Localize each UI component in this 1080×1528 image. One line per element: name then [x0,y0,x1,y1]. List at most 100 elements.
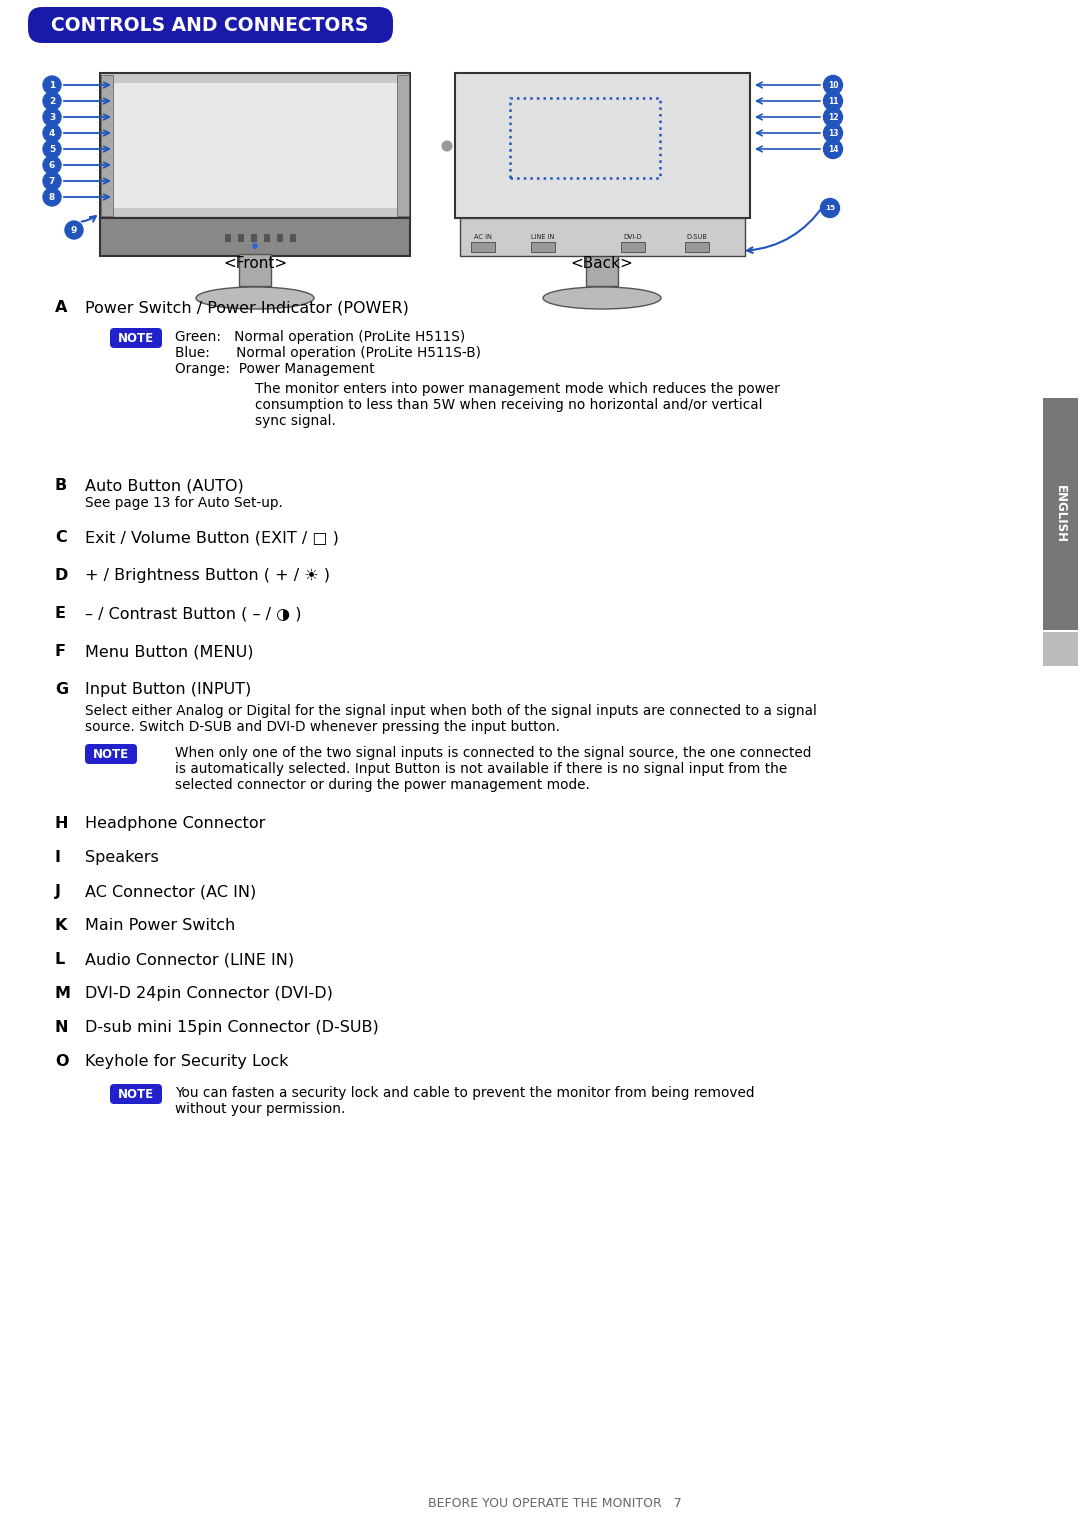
Text: CONTROLS AND CONNECTORS: CONTROLS AND CONNECTORS [52,15,368,35]
Bar [276,234,283,241]
Text: F: F [55,643,66,659]
Bar [397,75,409,215]
Text: NOTE: NOTE [118,1088,154,1100]
Text: 7: 7 [49,177,55,185]
Text: DVI-D: DVI-D [623,234,643,240]
Text: Audio Connector (LINE IN): Audio Connector (LINE IN) [85,952,294,967]
Circle shape [43,173,60,189]
Text: K: K [55,918,67,934]
Text: D: D [55,568,68,584]
Circle shape [252,243,258,249]
Bar [251,234,257,241]
Text: Power Switch / Power Indicator (POWER): Power Switch / Power Indicator (POWER) [85,299,409,315]
Text: E: E [55,607,66,620]
Text: <Back>: <Back> [570,255,633,270]
Text: See page 13 for Auto Set-up.: See page 13 for Auto Set-up. [85,497,283,510]
FancyBboxPatch shape [85,744,137,764]
Circle shape [824,92,842,110]
Circle shape [824,139,842,159]
FancyBboxPatch shape [28,8,393,43]
Circle shape [43,141,60,157]
Circle shape [43,92,60,110]
Ellipse shape [195,287,314,309]
Text: ENGLISH: ENGLISH [1053,484,1067,542]
Text: The monitor enters into power management mode which reduces the power: The monitor enters into power management… [255,382,780,396]
Circle shape [43,108,60,125]
Bar [291,234,296,241]
Circle shape [43,188,60,206]
Text: selected connector or during the power management mode.: selected connector or during the power m… [175,778,590,792]
Text: D-sub mini 15pin Connector (D-SUB): D-sub mini 15pin Connector (D-SUB) [85,1021,379,1034]
Text: J: J [55,885,60,898]
Text: LINE IN: LINE IN [531,234,555,240]
Text: 14: 14 [827,145,838,153]
Text: Select either Analog or Digital for the signal input when both of the signal inp: Select either Analog or Digital for the … [85,704,816,718]
Text: consumption to less than 5W when receiving no horizontal and/or vertical: consumption to less than 5W when receivi… [255,397,762,413]
Bar [100,219,410,257]
Bar [586,254,618,286]
Text: without your permission.: without your permission. [175,1102,346,1115]
Circle shape [43,76,60,95]
Bar [1043,397,1078,630]
Text: NOTE: NOTE [93,747,130,761]
Text: Green:   Normal operation (ProLite H511S): Green: Normal operation (ProLite H511S) [175,330,465,344]
Text: + / Brightness Button ( + / ☀ ): + / Brightness Button ( + / ☀ ) [85,568,330,584]
Text: Headphone Connector: Headphone Connector [85,816,266,831]
Text: Main Power Switch: Main Power Switch [85,918,235,934]
Circle shape [824,107,842,127]
Text: C: C [55,530,67,545]
Text: I: I [55,850,60,865]
Text: 2: 2 [49,96,55,105]
Bar [1043,633,1078,666]
Bar [238,234,244,241]
Circle shape [43,156,60,174]
Text: N: N [55,1021,68,1034]
Circle shape [821,199,839,217]
Text: 4: 4 [49,128,55,138]
Bar [621,241,645,252]
Text: B: B [55,478,67,494]
Bar [264,234,270,241]
Text: Keyhole for Security Lock: Keyhole for Security Lock [85,1054,288,1070]
Text: source. Switch D-SUB and DVI-D whenever pressing the input button.: source. Switch D-SUB and DVI-D whenever … [85,720,561,733]
FancyBboxPatch shape [110,1083,162,1105]
Bar [100,73,410,219]
Text: When only one of the two signal inputs is connected to the signal source, the on: When only one of the two signal inputs i… [175,746,811,759]
Text: Speakers: Speakers [85,850,159,865]
Bar [239,254,271,286]
Text: 15: 15 [825,205,835,211]
Text: O: O [55,1054,68,1070]
Circle shape [65,222,83,238]
Bar [471,241,495,252]
Text: Blue:      Normal operation (ProLite H511S-B): Blue: Normal operation (ProLite H511S-B) [175,345,481,361]
Text: D-SUB: D-SUB [687,234,707,240]
Bar [110,83,400,208]
Text: 3: 3 [49,113,55,122]
Bar [460,219,745,257]
Text: H: H [55,816,68,831]
Text: 13: 13 [827,128,838,138]
Bar [455,73,750,219]
Text: A: A [55,299,67,315]
Text: G: G [55,681,68,697]
Text: NOTE: NOTE [118,332,154,344]
Bar [531,241,555,252]
Text: DVI-D 24pin Connector (DVI-D): DVI-D 24pin Connector (DVI-D) [85,986,333,1001]
Bar [510,98,660,177]
Text: 9: 9 [71,226,77,234]
Text: Auto Button (AUTO): Auto Button (AUTO) [85,478,244,494]
Text: M: M [55,986,71,1001]
Text: AC IN: AC IN [474,234,491,240]
Text: – / Contrast Button ( – / ◑ ): – / Contrast Button ( – / ◑ ) [85,607,301,620]
Text: Orange:  Power Management: Orange: Power Management [175,362,375,376]
Text: 12: 12 [827,113,838,122]
FancyBboxPatch shape [110,329,162,348]
Text: is automatically selected. Input Button is not available if there is no signal i: is automatically selected. Input Button … [175,762,787,776]
Text: 11: 11 [827,96,838,105]
Text: 6: 6 [49,160,55,170]
Circle shape [824,75,842,95]
Text: Exit / Volume Button (EXIT / □ ): Exit / Volume Button (EXIT / □ ) [85,530,339,545]
Text: <Front>: <Front> [222,255,287,270]
Text: 5: 5 [49,145,55,153]
Bar [685,241,708,252]
